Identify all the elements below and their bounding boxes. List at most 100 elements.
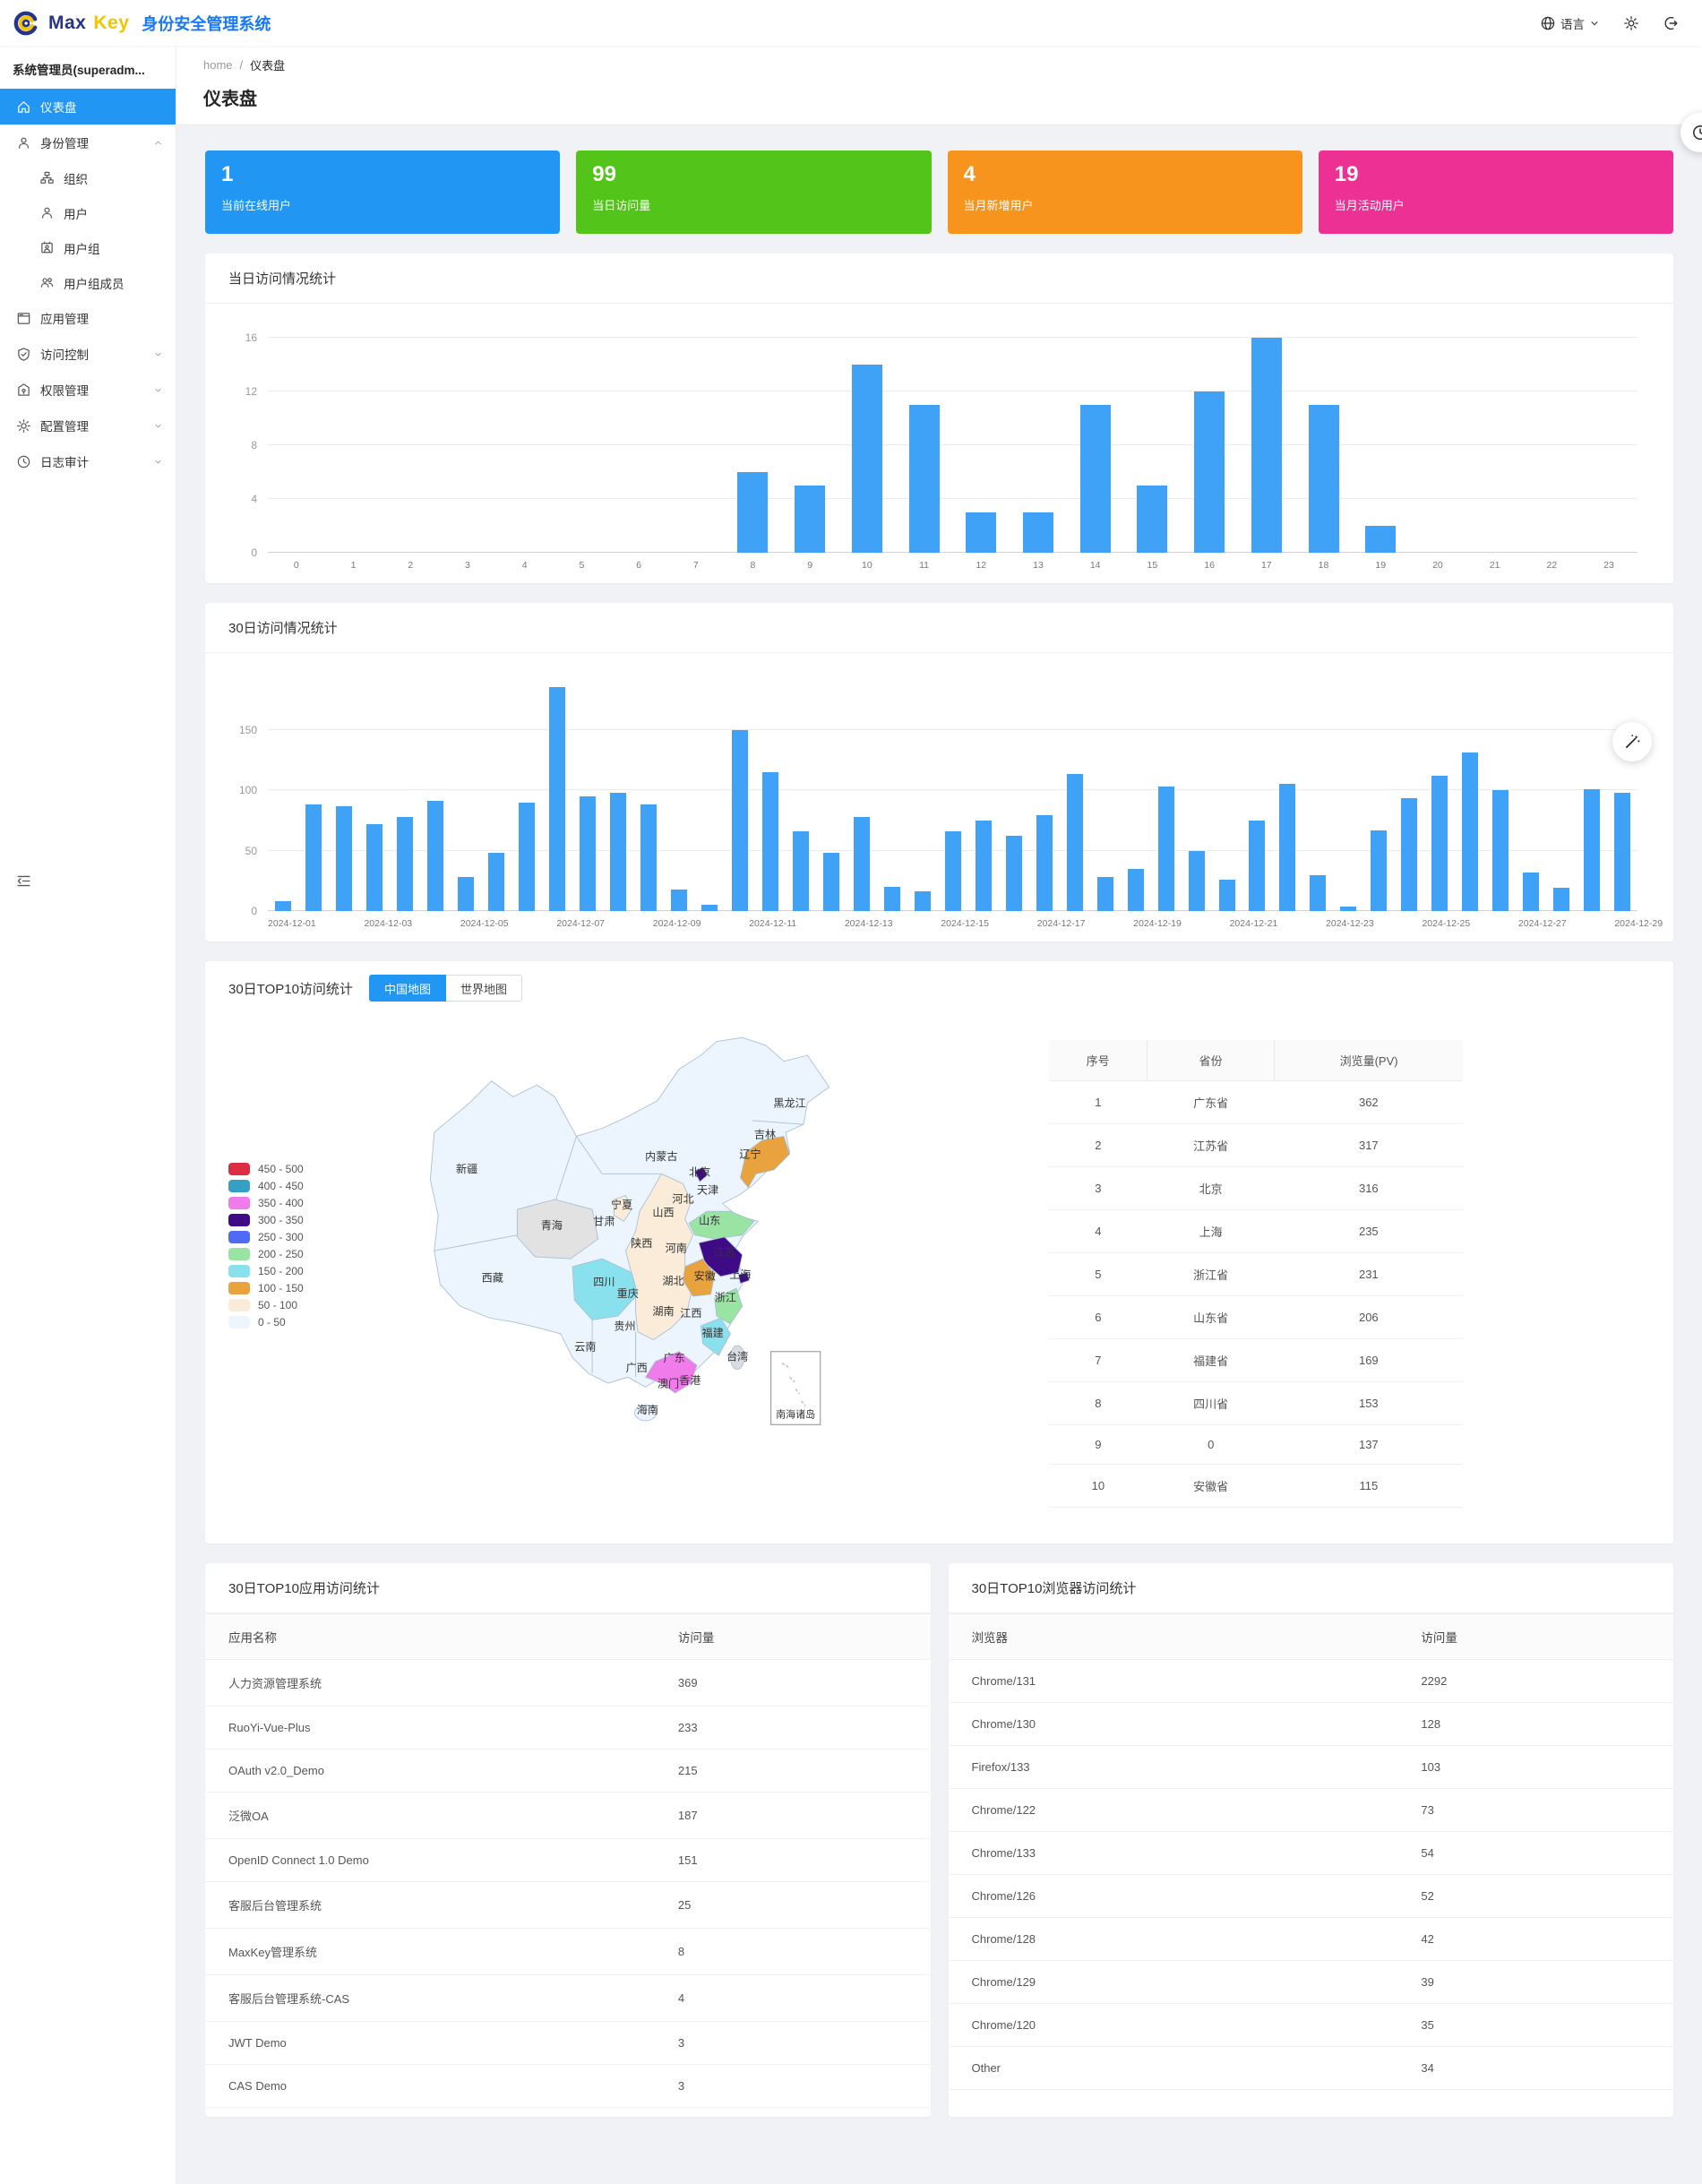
bar xyxy=(1079,405,1111,553)
province-label: 辽宁 xyxy=(739,1148,761,1161)
legend-swatch xyxy=(228,1197,250,1209)
x-tick-label: 15 xyxy=(1147,560,1158,571)
panel-title: 30日访问情况统计 xyxy=(205,603,1673,653)
breadcrumb-current: 仪表盘 xyxy=(250,59,286,73)
legend-swatch xyxy=(228,1180,250,1192)
member-icon xyxy=(39,275,55,290)
province-table: 序号 省份 浏览量(PV) 1 广东省 362 2 江苏省 317 3 北京 316 4 上海 235 5 浙江… xyxy=(1049,1040,1463,1508)
table-row: Chrome/120 35 xyxy=(948,2003,1673,2047)
sidebar-item-member[interactable]: 用户组成员 xyxy=(0,265,176,300)
log-icon xyxy=(16,454,31,469)
province-label: 西藏 xyxy=(482,1271,503,1284)
sidebar-item-label: 身份管理 xyxy=(40,137,89,150)
bar xyxy=(792,830,809,911)
top10-apps-panel: 30日TOP10应用访问统计 应用名称 访问量 人力资源管理系统 369 RuoYi-V… xyxy=(205,1563,931,2117)
sidebar-item-config[interactable]: 配置管理 xyxy=(0,408,176,443)
table-row: Other 34 xyxy=(948,2046,1673,2090)
province-shape-zhejiang xyxy=(714,1287,744,1325)
logout-button[interactable] xyxy=(1663,15,1679,31)
province-label: 香港 xyxy=(679,1374,701,1387)
province-label: 安徽 xyxy=(694,1268,716,1282)
x-tick-label: 5 xyxy=(579,560,585,571)
sidebar-user: 系统管理员(superadm... xyxy=(13,64,145,77)
x-tick-label: 2024-12-19 xyxy=(1133,918,1182,929)
breadcrumb: home / 仪表盘 xyxy=(203,56,1675,73)
sidebar-item-user[interactable]: 用户 xyxy=(0,195,176,230)
x-tick-label: 21 xyxy=(1489,560,1500,571)
x-tick-label: 2024-12-21 xyxy=(1229,918,1278,929)
province-shape-taiwan xyxy=(729,1345,745,1371)
sidebar-item-identity[interactable]: 身份管理 xyxy=(0,125,176,160)
legend-label: 200 - 250 xyxy=(258,1248,304,1260)
tab-world-map[interactable]: 世界地图 xyxy=(445,975,522,1002)
sidebar-item-label: 应用管理 xyxy=(40,313,89,326)
stat-label: 当前在线用户 xyxy=(221,198,292,212)
stat-value: 1 xyxy=(221,162,234,186)
bar xyxy=(1431,775,1448,911)
x-tick-label: 2024-12-25 xyxy=(1422,918,1471,929)
language-menu[interactable]: 语言 xyxy=(1540,14,1600,32)
gear-icon xyxy=(1623,15,1639,31)
magic-wand-icon xyxy=(1623,733,1641,751)
bar xyxy=(731,729,748,911)
column-header: 序号 xyxy=(1049,1040,1148,1081)
table-row: Chrome/128 42 xyxy=(948,1917,1673,1961)
magic-wand-button[interactable] xyxy=(1612,722,1652,761)
bar xyxy=(1523,872,1540,911)
legend-label: 450 - 500 xyxy=(258,1163,304,1175)
table-row: 8 四川省 153 xyxy=(1049,1381,1463,1425)
stat-value: 99 xyxy=(592,162,616,186)
legend-label: 400 - 450 xyxy=(258,1180,304,1192)
brand-max: Max xyxy=(48,12,87,33)
sidebar-item-label: 组织 xyxy=(64,172,88,186)
sidebar-collapse-button[interactable] xyxy=(11,868,36,893)
bar xyxy=(1614,792,1631,911)
x-tick-label: 2024-12-17 xyxy=(1036,918,1086,929)
bar xyxy=(670,889,687,911)
bar xyxy=(396,816,413,911)
bar xyxy=(365,823,383,911)
province-label: 湖南 xyxy=(652,1304,674,1318)
table-row: RuoYi-Vue-Plus 233 xyxy=(205,1706,931,1750)
bar xyxy=(426,801,443,911)
legend-item: 450 - 500 xyxy=(228,1163,343,1175)
tab-china-map[interactable]: 中国地图 xyxy=(368,975,446,1002)
bar xyxy=(1371,830,1388,911)
chevron-down-icon xyxy=(153,349,163,359)
province-shape-fujian xyxy=(700,1317,731,1356)
sidebar-item-org[interactable]: 组织 xyxy=(0,160,176,195)
legend-swatch xyxy=(228,1248,250,1260)
stat-label: 当月活动用户 xyxy=(1334,198,1405,212)
x-tick-label: 2024-12-29 xyxy=(1614,918,1663,929)
breadcrumb-home[interactable]: home xyxy=(203,58,233,72)
legend-item: 150 - 200 xyxy=(228,1265,343,1277)
x-tick-label: 2024-12-11 xyxy=(749,918,797,929)
bar xyxy=(975,820,992,911)
province-label: 山东 xyxy=(699,1215,720,1227)
x-tick-label: 19 xyxy=(1375,560,1387,571)
bar xyxy=(1401,798,1418,911)
bar xyxy=(761,771,778,911)
x-tick-label: 2024-12-09 xyxy=(652,918,701,929)
table-row: 3 北京 316 xyxy=(1049,1166,1463,1210)
page-head: home / 仪表盘 仪表盘 xyxy=(176,46,1702,125)
home-icon xyxy=(16,99,31,115)
south-sea-inset xyxy=(770,1351,821,1425)
bar xyxy=(853,816,870,911)
sidebar-item-home[interactable]: 仪表盘 xyxy=(0,89,176,125)
sidebar-item-log[interactable]: 日志审计 xyxy=(0,443,176,479)
settings-button[interactable] xyxy=(1623,15,1639,31)
legend-swatch xyxy=(228,1316,250,1328)
bar xyxy=(1584,788,1601,911)
sidebar-item-perm[interactable]: 权限管理 xyxy=(0,372,176,408)
sidebar-item-access[interactable]: 访问控制 xyxy=(0,336,176,372)
sidebar-item-usergroup[interactable]: 用户组 xyxy=(0,230,176,265)
stat-label: 当月新增用户 xyxy=(963,198,1034,212)
province-label: 澳门 xyxy=(658,1376,679,1389)
province-shape-qinghai xyxy=(516,1199,599,1260)
column-header: 浏览量(PV) xyxy=(1274,1040,1463,1081)
legend-label: 0 - 50 xyxy=(258,1316,286,1328)
daily-visits-panel: 当日访问情况统计 0 4 8 12 16 0 1 2 3 4 5 6 7 8 9 10 11 12 13 14 15 16… xyxy=(205,254,1673,583)
sidebar-item-app[interactable]: 应用管理 xyxy=(0,300,176,336)
